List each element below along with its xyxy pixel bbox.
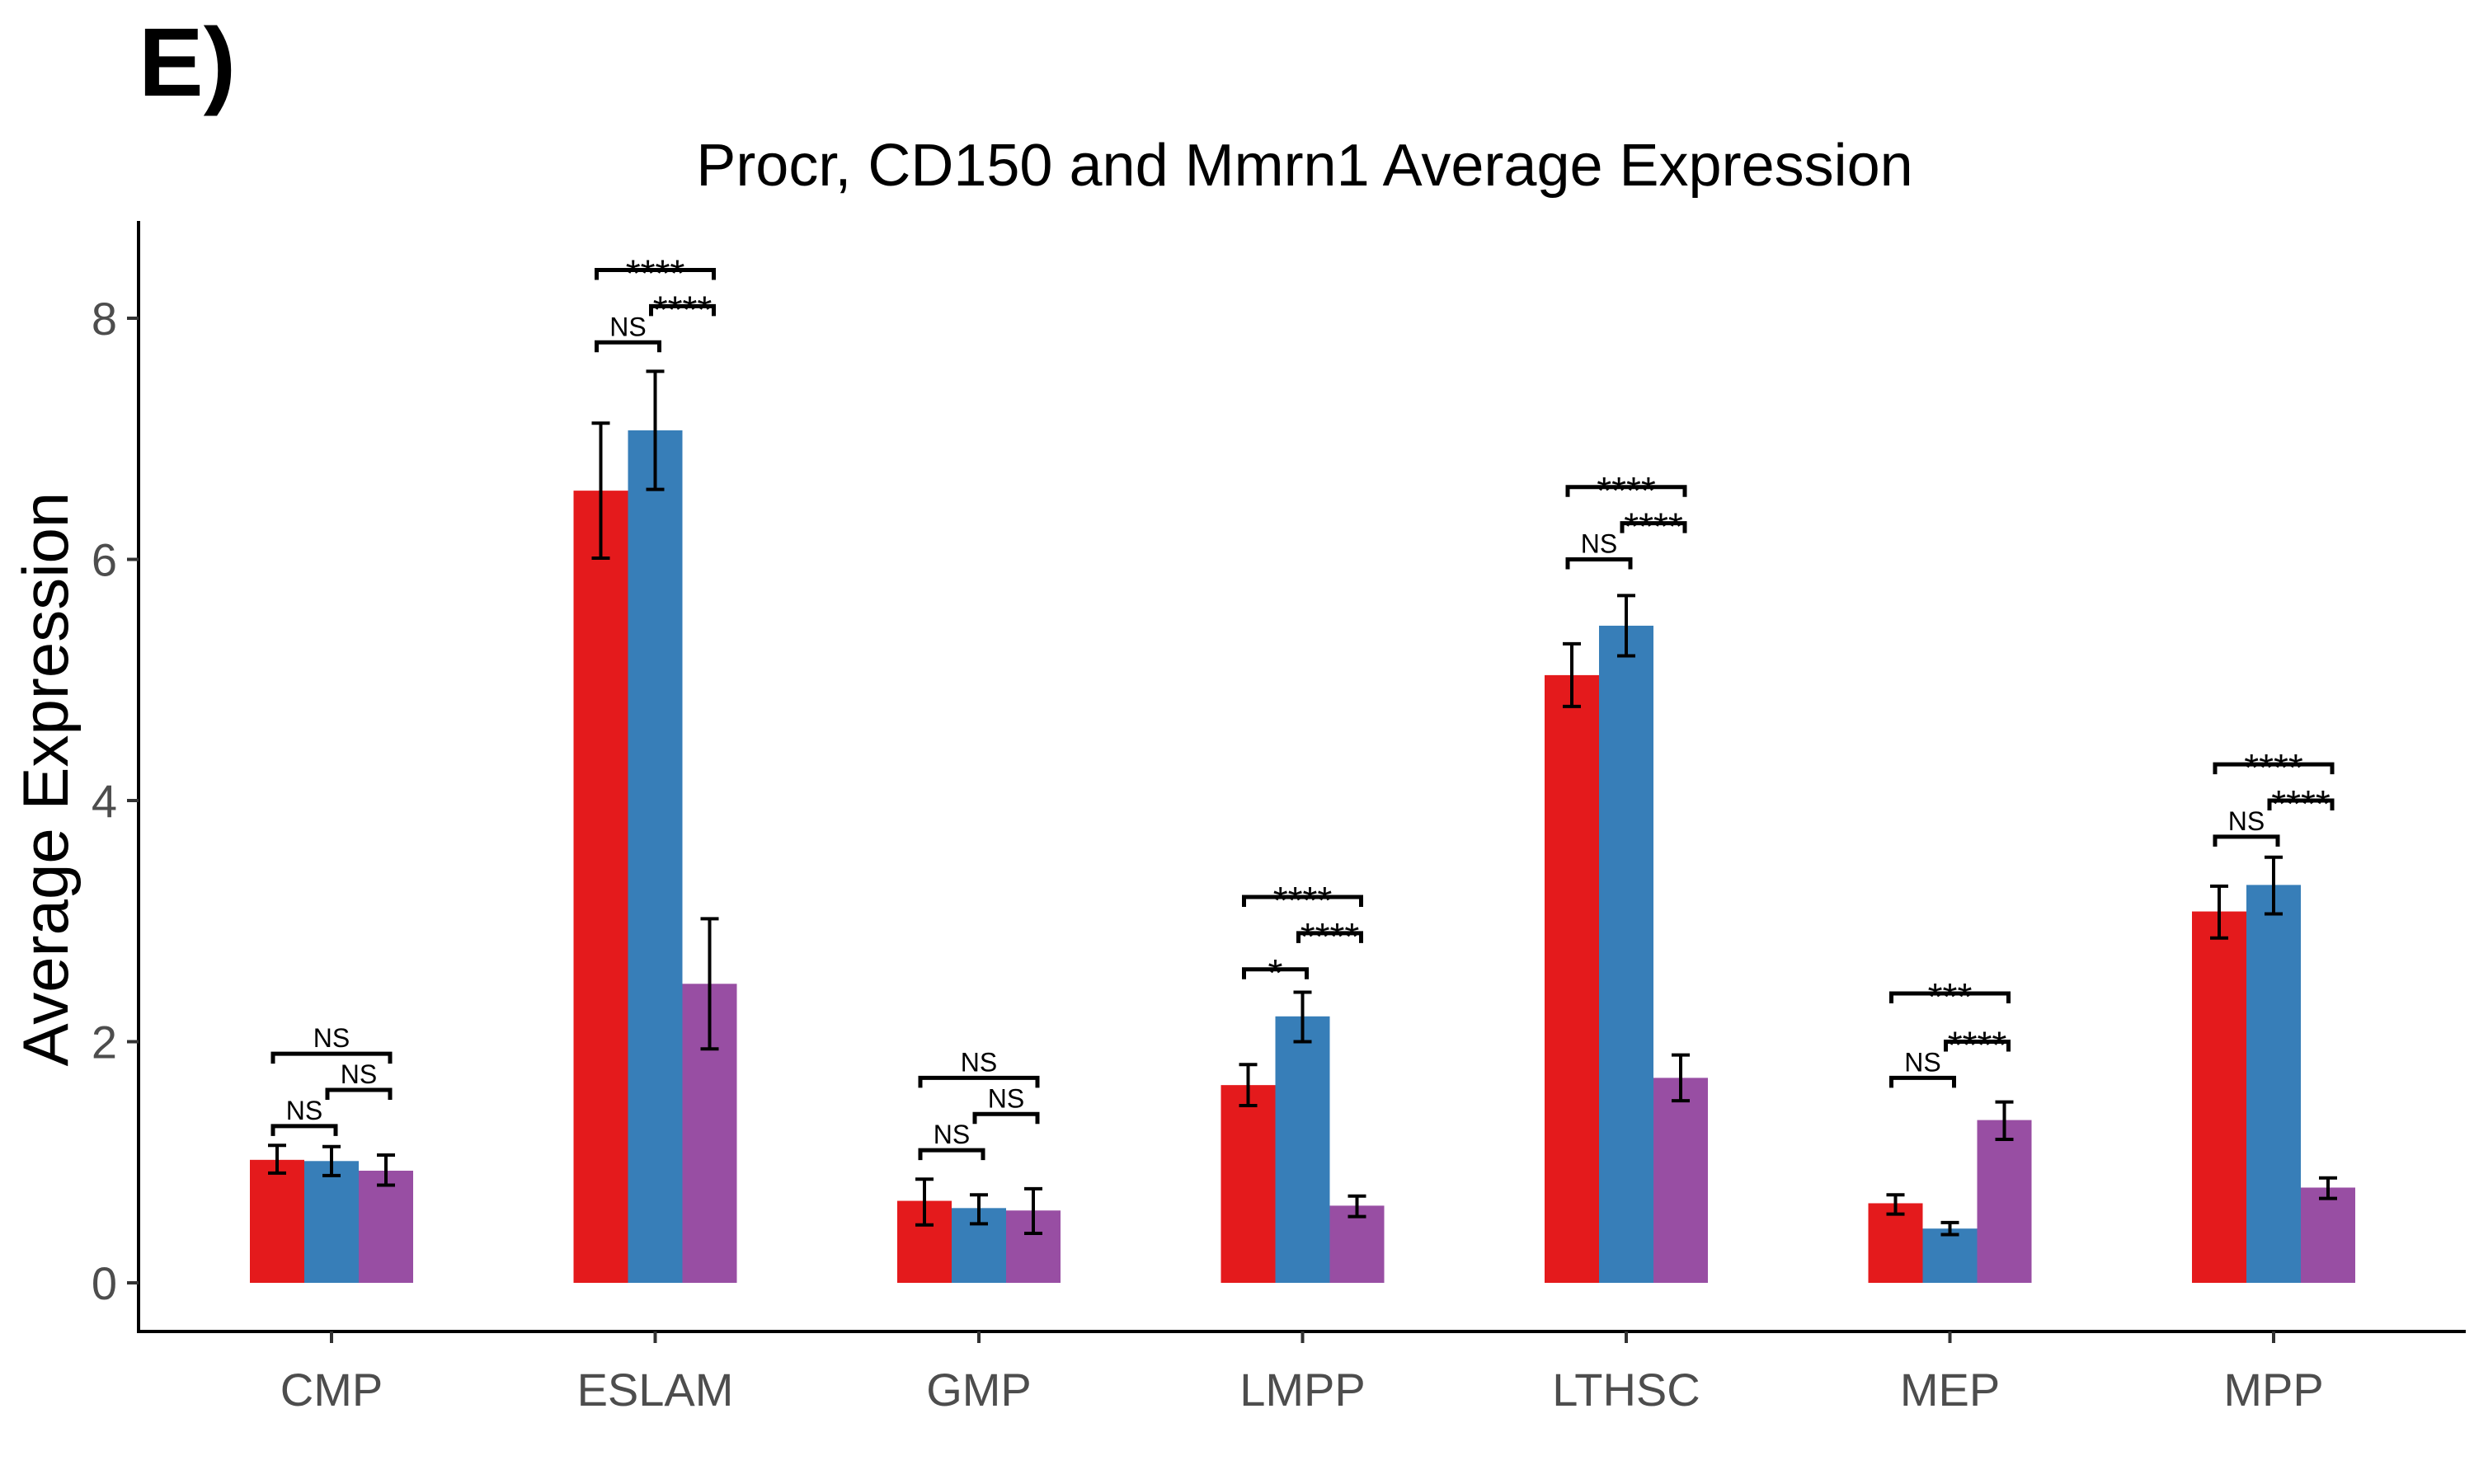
significance-bracket (1944, 1040, 2011, 1052)
significance-label: NS (609, 312, 646, 341)
significance-label: **** (2271, 782, 2331, 825)
significance-bracket (1889, 991, 2011, 1003)
bar (1275, 1016, 1330, 1283)
x-tick-label: LTHSC (1552, 1364, 1700, 1416)
significance-bracket (1620, 521, 1687, 533)
bar (1868, 1203, 1923, 1283)
bar (1922, 1228, 1978, 1283)
significance-label: NS (1904, 1047, 1940, 1077)
bar (1977, 1120, 2032, 1283)
y-tick-label: 8 (92, 293, 117, 345)
x-tick-label: MEP (1900, 1364, 2000, 1416)
significance-bracket (1889, 1075, 1956, 1088)
x-tick-label: CMP (280, 1364, 383, 1416)
y-tick-label: 4 (92, 775, 117, 827)
significance-bracket (270, 1124, 338, 1136)
significance-label: * (1268, 951, 1283, 994)
significance-label: **** (1300, 915, 1360, 958)
significance-bracket (1242, 967, 1309, 979)
bar (250, 1159, 304, 1283)
significance-bracket (595, 268, 716, 280)
bar (2301, 1187, 2355, 1283)
significance-label: NS (961, 1047, 997, 1077)
panel-label: E) (139, 8, 236, 117)
significance-label: **** (1948, 1024, 2007, 1067)
y-tick-label: 2 (92, 1017, 117, 1068)
bar (1653, 1078, 1708, 1283)
bar (1545, 674, 1599, 1283)
significance-bracket (1565, 485, 1687, 497)
significance-bracket (1565, 557, 1633, 570)
y-tick-label: 0 (92, 1257, 117, 1309)
x-tick-label: ESLAM (577, 1364, 734, 1416)
significance-label: **** (1597, 469, 1656, 512)
bar (2192, 911, 2246, 1283)
x-tick-label: LMPP (1239, 1364, 1366, 1416)
significance-label: NS (313, 1023, 350, 1053)
bar (1221, 1085, 1276, 1283)
bar (628, 430, 683, 1284)
significance-bracket (270, 1051, 393, 1064)
significance-label: **** (1624, 505, 1683, 548)
significance-bracket (918, 1148, 985, 1161)
x-tick-label: MPP (2223, 1364, 2323, 1416)
significance-label: **** (1273, 879, 1333, 922)
y-tick-label: 6 (92, 534, 117, 586)
significance-label: *** (1928, 975, 1973, 1018)
significance-bracket (325, 1087, 393, 1100)
significance-bracket (918, 1075, 1040, 1088)
significance-label: NS (988, 1083, 1024, 1113)
bar (573, 491, 628, 1283)
bar (1329, 1205, 1385, 1283)
significance-label: NS (286, 1096, 322, 1125)
significance-label: NS (1581, 529, 1617, 559)
bar (304, 1161, 359, 1283)
chart-title: Procr, CD150 and Mmrn1 Average Expressio… (696, 133, 1912, 199)
significance-bracket (972, 1111, 1040, 1125)
significance-label: **** (653, 288, 713, 331)
significance-label: NS (934, 1120, 970, 1149)
significance-bracket (2267, 798, 2335, 810)
plot-area: 02468CMPNSNSNSESLAMNS********GMPNSNSNSLM… (92, 221, 2466, 1416)
significance-label: **** (2244, 746, 2303, 789)
significance-label: **** (626, 252, 685, 295)
significance-label: NS (2228, 806, 2265, 836)
significance-bracket (1296, 931, 1363, 943)
significance-bracket (2213, 762, 2335, 775)
significance-bracket (595, 340, 661, 353)
bar (1599, 625, 1653, 1283)
y-axis-label: Average Expression (9, 492, 82, 1067)
significance-label: NS (341, 1059, 377, 1089)
bar (359, 1170, 413, 1283)
significance-bracket (649, 303, 716, 317)
significance-bracket (1242, 895, 1363, 907)
bar (2246, 885, 2301, 1283)
significance-bracket (2213, 834, 2280, 847)
x-tick-label: GMP (926, 1364, 1032, 1416)
